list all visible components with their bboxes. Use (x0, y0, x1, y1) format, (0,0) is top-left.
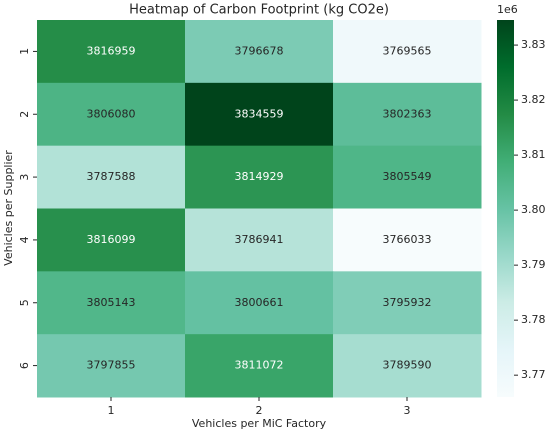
cell-label: 3805549 (383, 170, 432, 183)
cell (37, 82, 186, 147)
cell (333, 271, 482, 335)
cell-label: 3811072 (235, 359, 284, 372)
y-tick-label: 5 (18, 299, 31, 306)
colorbar-tick-label: 3.80 (521, 203, 546, 216)
cell-label: 3769565 (383, 44, 432, 57)
cell-label: 3800661 (235, 296, 284, 309)
colorbar-tick-label: 3.77 (521, 368, 546, 381)
colorbar (497, 20, 514, 397)
cell-label: 3789590 (383, 359, 432, 372)
cell-label: 3834559 (235, 107, 284, 120)
cell-label: 3816099 (87, 233, 136, 246)
cell-label: 3786941 (235, 233, 284, 246)
cell-label: 3796678 (235, 44, 284, 57)
cell (185, 334, 334, 398)
cell-label: 3795932 (383, 296, 432, 309)
cell (333, 334, 482, 398)
cell-label: 3787588 (87, 170, 136, 183)
cell (185, 271, 334, 335)
cell (37, 208, 186, 272)
cell-label: 3814929 (235, 170, 284, 183)
y-tick-label: 6 (18, 362, 31, 369)
cell (185, 20, 334, 84)
chart-title: Heatmap of Carbon Footprint (kg CO2e) (129, 3, 389, 18)
cell-label: 3802363 (383, 107, 432, 120)
x-tick-label: 3 (404, 404, 411, 417)
cell (37, 20, 186, 84)
y-tick-label: 3 (18, 174, 31, 181)
colorbar-tick-label: 3.83 (521, 38, 546, 51)
cell (37, 334, 186, 398)
colorbar-tick-label: 3.81 (521, 148, 546, 161)
cell (37, 145, 186, 209)
cell-label: 3805143 (87, 296, 136, 309)
cell-label: 3766033 (383, 233, 432, 246)
cell-label: 3816959 (87, 44, 136, 57)
x-tick-label: 2 (256, 404, 263, 417)
x-tick-label: 1 (108, 404, 115, 417)
cell (333, 20, 482, 84)
cell (333, 145, 482, 209)
cell-label: 3806080 (87, 107, 136, 120)
colorbar-tick-label: 3.82 (521, 93, 546, 106)
cell-label: 3797855 (87, 359, 136, 372)
colorbar-tick-label: 3.79 (521, 258, 546, 271)
cell (185, 208, 334, 272)
cell (185, 82, 334, 147)
cell (37, 271, 186, 335)
y-tick-label: 4 (18, 236, 31, 243)
cell (185, 145, 334, 209)
y-axis-label: Vehicles per Supplier (2, 150, 15, 266)
cell (333, 208, 482, 272)
x-axis-label: Vehicles per MiC Factory (192, 417, 327, 430)
y-tick-label: 1 (18, 48, 31, 55)
y-tick-label: 2 (18, 111, 31, 118)
colorbar-offset: 1e6 (497, 3, 518, 16)
colorbar-tick-label: 3.78 (521, 313, 546, 326)
cell (333, 82, 482, 147)
